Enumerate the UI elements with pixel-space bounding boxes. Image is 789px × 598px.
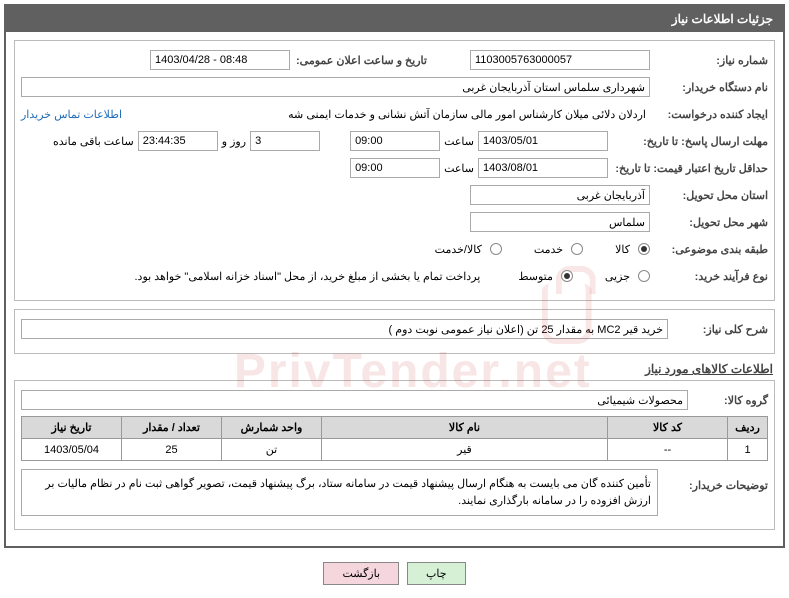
buyer-contact-link[interactable]: اطلاعات تماس خریدار	[21, 108, 122, 121]
table-row: 1 -- قیر تن 25 1403/05/04	[22, 439, 768, 461]
th-qty: تعداد / مقدار	[122, 417, 222, 439]
label-announce-dt: تاریخ و ساعت اعلان عمومی:	[290, 54, 470, 67]
label-cat-both: کالا/خدمت	[431, 243, 486, 256]
value-price-time: 09:00	[350, 158, 440, 178]
label-request-no: شماره نیاز:	[650, 54, 768, 67]
value-requester: اردلان دلائی میلان کارشناس امور مالی ساز…	[122, 108, 650, 121]
value-city: سلماس	[470, 212, 650, 232]
radio-service[interactable]	[571, 243, 583, 255]
label-time2: ساعت	[440, 162, 478, 175]
label-remaining: ساعت باقی مانده	[49, 135, 138, 148]
th-date: تاریخ نیاز	[22, 417, 122, 439]
th-code: کد کالا	[608, 417, 728, 439]
td-qty: 25	[122, 439, 222, 461]
value-buyer-org: شهرداری سلماس استان آذربایجان غربی	[21, 77, 650, 97]
label-buyer-org: نام دستگاه خریدار:	[650, 81, 768, 94]
subject-fieldset: شرح کلی نیاز: خرید قیر MC2 به مقدار 25 ت…	[14, 309, 775, 354]
value-reply-time: 09:00	[350, 131, 440, 151]
value-time-left: 23:44:35	[138, 131, 218, 151]
panel-title: جزئیات اطلاعات نیاز	[6, 6, 783, 32]
value-announce-dt: 1403/04/28 - 08:48	[150, 50, 290, 70]
value-request-no: 1103005763000057	[470, 50, 650, 70]
td-date: 1403/05/04	[22, 439, 122, 461]
label-proc-medium: متوسط	[514, 270, 557, 283]
radio-goods[interactable]	[638, 243, 650, 255]
print-button[interactable]: چاپ	[407, 562, 466, 585]
label-city: شهر محل تحویل:	[650, 216, 768, 229]
goods-table: ردیف کد کالا نام کالا واحد شمارش تعداد /…	[21, 416, 768, 461]
label-subject: شرح کلی نیاز:	[668, 323, 768, 336]
label-goods-group: گروه کالا:	[688, 394, 768, 407]
radio-medium[interactable]	[561, 270, 573, 282]
back-button[interactable]: بازگشت	[323, 562, 399, 585]
radio-partial[interactable]	[638, 270, 650, 282]
td-name: قیر	[322, 439, 608, 461]
label-price-valid: حداقل تاریخ اعتبار قیمت: تا تاریخ:	[608, 162, 768, 175]
button-row: چاپ بازگشت	[0, 552, 789, 595]
label-days: روز و	[218, 135, 250, 148]
label-category: طبقه بندی موضوعی:	[650, 243, 768, 256]
th-row: ردیف	[728, 417, 768, 439]
td-row: 1	[728, 439, 768, 461]
label-time1: ساعت	[440, 135, 478, 148]
label-requester: ایجاد کننده درخواست:	[650, 108, 768, 121]
goods-info-title: اطلاعات کالاهای مورد نیاز	[16, 362, 773, 376]
header-fieldset: شماره نیاز: 1103005763000057 تاریخ و ساع…	[14, 40, 775, 301]
value-subject: خرید قیر MC2 به مقدار 25 تن (اعلان نیاز …	[21, 319, 668, 339]
value-goods-group: محصولات شیمیائی	[21, 390, 688, 410]
value-buyer-notes: تأمین کننده گان می بایست به هنگام ارسال …	[21, 469, 658, 516]
value-price-date: 1403/08/01	[478, 158, 608, 178]
label-cat-goods: کالا	[611, 243, 634, 256]
detail-panel: جزئیات اطلاعات نیاز شماره نیاز: 11030057…	[4, 4, 785, 548]
td-unit: تن	[222, 439, 322, 461]
value-province: آذربایجان غربی	[470, 185, 650, 205]
radio-both[interactable]	[490, 243, 502, 255]
label-buyer-notes: توضیحات خریدار:	[658, 469, 768, 492]
td-code: --	[608, 439, 728, 461]
payment-note: پرداخت تمام یا بخشی از مبلغ خرید، از محل…	[131, 270, 485, 283]
th-name: نام کالا	[322, 417, 608, 439]
value-reply-date: 1403/05/01	[478, 131, 608, 151]
label-reply-deadline: مهلت ارسال پاسخ: تا تاریخ:	[608, 135, 768, 148]
label-cat-service: خدمت	[530, 243, 567, 256]
label-process: نوع فرآیند خرید:	[650, 270, 768, 283]
value-days-left: 3	[250, 131, 320, 151]
goods-fieldset: گروه کالا: محصولات شیمیائی ردیف کد کالا …	[14, 380, 775, 530]
label-proc-partial: جزیی	[601, 270, 634, 283]
label-province: استان محل تحویل:	[650, 189, 768, 202]
th-unit: واحد شمارش	[222, 417, 322, 439]
